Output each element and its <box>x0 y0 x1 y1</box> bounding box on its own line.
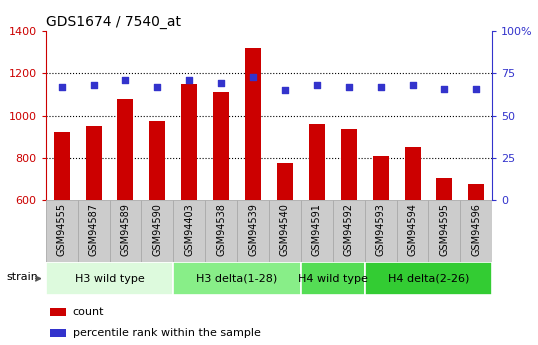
Point <box>376 84 385 90</box>
Bar <box>50 307 66 316</box>
Bar <box>54 132 69 200</box>
Bar <box>110 200 141 262</box>
Bar <box>46 200 77 262</box>
Bar <box>309 124 325 200</box>
Bar <box>141 200 173 262</box>
Bar <box>205 200 237 262</box>
Bar <box>301 200 333 262</box>
Text: H3 delta(1-28): H3 delta(1-28) <box>196 274 278 284</box>
Bar <box>173 200 205 262</box>
Bar <box>365 200 397 262</box>
Bar <box>277 163 293 200</box>
Bar <box>245 48 261 200</box>
Text: GSM94595: GSM94595 <box>440 203 449 256</box>
Point <box>408 82 417 88</box>
Text: GDS1674 / 7540_at: GDS1674 / 7540_at <box>46 14 181 29</box>
Point <box>281 87 289 93</box>
Bar <box>181 84 197 200</box>
Bar <box>150 121 165 200</box>
Point <box>217 81 225 86</box>
Text: H3 wild type: H3 wild type <box>75 274 144 284</box>
Bar <box>269 200 301 262</box>
Bar <box>333 200 365 262</box>
Point <box>344 84 353 90</box>
Bar <box>461 200 492 262</box>
Bar <box>436 178 452 200</box>
Text: GSM94592: GSM94592 <box>344 203 354 256</box>
Text: GSM94596: GSM94596 <box>471 203 482 256</box>
Text: GSM94591: GSM94591 <box>312 203 322 256</box>
Text: GSM94539: GSM94539 <box>248 203 258 256</box>
Point <box>472 86 480 91</box>
Text: GSM94594: GSM94594 <box>407 203 417 256</box>
Text: H4 wild type: H4 wild type <box>298 274 368 284</box>
Text: strain: strain <box>7 272 39 282</box>
Point <box>185 77 194 83</box>
Bar <box>469 184 484 200</box>
Bar <box>341 129 357 200</box>
Text: GSM94538: GSM94538 <box>216 203 226 256</box>
Point <box>121 77 130 83</box>
Point <box>440 86 449 91</box>
Text: H4 delta(2-26): H4 delta(2-26) <box>388 274 469 284</box>
Point <box>249 74 257 79</box>
Bar <box>86 126 102 200</box>
Text: GSM94555: GSM94555 <box>56 203 67 256</box>
Text: GSM94590: GSM94590 <box>152 203 162 256</box>
Text: GSM94589: GSM94589 <box>121 203 131 256</box>
Bar <box>373 156 388 200</box>
Bar <box>237 200 269 262</box>
Bar <box>50 328 66 337</box>
Text: GSM94540: GSM94540 <box>280 203 290 256</box>
Point <box>58 84 66 90</box>
Bar <box>428 200 461 262</box>
Bar <box>46 262 173 295</box>
Bar <box>365 262 492 295</box>
Bar <box>405 147 421 200</box>
Bar <box>301 262 365 295</box>
Bar <box>173 262 301 295</box>
Text: count: count <box>73 307 104 317</box>
Bar <box>117 99 133 200</box>
Point <box>89 82 98 88</box>
Bar <box>77 200 110 262</box>
Bar <box>213 92 229 200</box>
Point <box>153 84 161 90</box>
Text: GSM94403: GSM94403 <box>184 203 194 256</box>
Text: percentile rank within the sample: percentile rank within the sample <box>73 328 260 338</box>
Text: GSM94587: GSM94587 <box>89 203 98 256</box>
Point <box>313 82 321 88</box>
Bar <box>397 200 428 262</box>
Text: GSM94593: GSM94593 <box>376 203 386 256</box>
